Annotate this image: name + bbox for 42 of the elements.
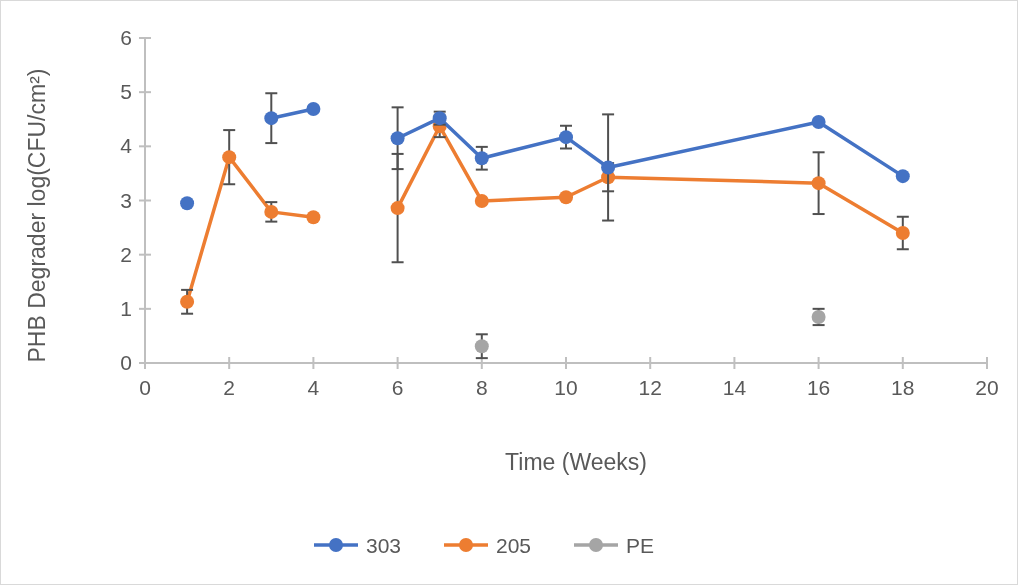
point bbox=[180, 196, 195, 211]
legend-label: PE bbox=[626, 534, 655, 557]
point bbox=[264, 204, 279, 219]
x-tick-label: 10 bbox=[554, 376, 578, 399]
y-axis-title: PHB Degrader log(CFU/cm²) bbox=[24, 68, 50, 363]
point bbox=[559, 190, 573, 205]
x-tick-label: 20 bbox=[975, 376, 999, 399]
y-tick-label: 3 bbox=[120, 188, 132, 212]
x-tick-label: 8 bbox=[475, 376, 488, 399]
y-tick-label: 1 bbox=[120, 296, 132, 320]
legend-label: 303 bbox=[366, 534, 402, 557]
point bbox=[474, 194, 489, 209]
point bbox=[559, 130, 573, 145]
x-tick-label: 0 bbox=[139, 376, 151, 399]
point bbox=[811, 176, 826, 191]
point bbox=[474, 339, 489, 354]
point bbox=[811, 114, 826, 129]
x-tick-label: 2 bbox=[223, 376, 236, 399]
x-tick-label: 6 bbox=[391, 376, 404, 399]
x-tick-label: 14 bbox=[722, 376, 747, 399]
y-tick-label: 4 bbox=[120, 134, 133, 158]
point bbox=[895, 226, 910, 240]
x-tick-label: 16 bbox=[806, 376, 831, 399]
legend-label: 205 bbox=[496, 534, 532, 557]
point bbox=[306, 101, 321, 116]
x-tick-label: 4 bbox=[307, 376, 320, 399]
y-tick-label: 0 bbox=[120, 351, 132, 374]
point bbox=[222, 150, 237, 165]
y-tick-label: 2 bbox=[120, 242, 132, 266]
point bbox=[306, 210, 321, 225]
y-tick-label: 6 bbox=[120, 26, 132, 49]
x-axis-title: Time (Weeks) bbox=[505, 449, 647, 475]
point bbox=[601, 160, 616, 175]
point bbox=[264, 111, 279, 126]
point bbox=[390, 131, 405, 146]
x-tick-label: 18 bbox=[891, 376, 915, 399]
point bbox=[474, 151, 489, 166]
point bbox=[180, 294, 195, 309]
point bbox=[390, 201, 405, 216]
y-tick-label: 5 bbox=[120, 80, 132, 104]
x-tick-label: 12 bbox=[638, 376, 662, 399]
point bbox=[895, 169, 910, 184]
